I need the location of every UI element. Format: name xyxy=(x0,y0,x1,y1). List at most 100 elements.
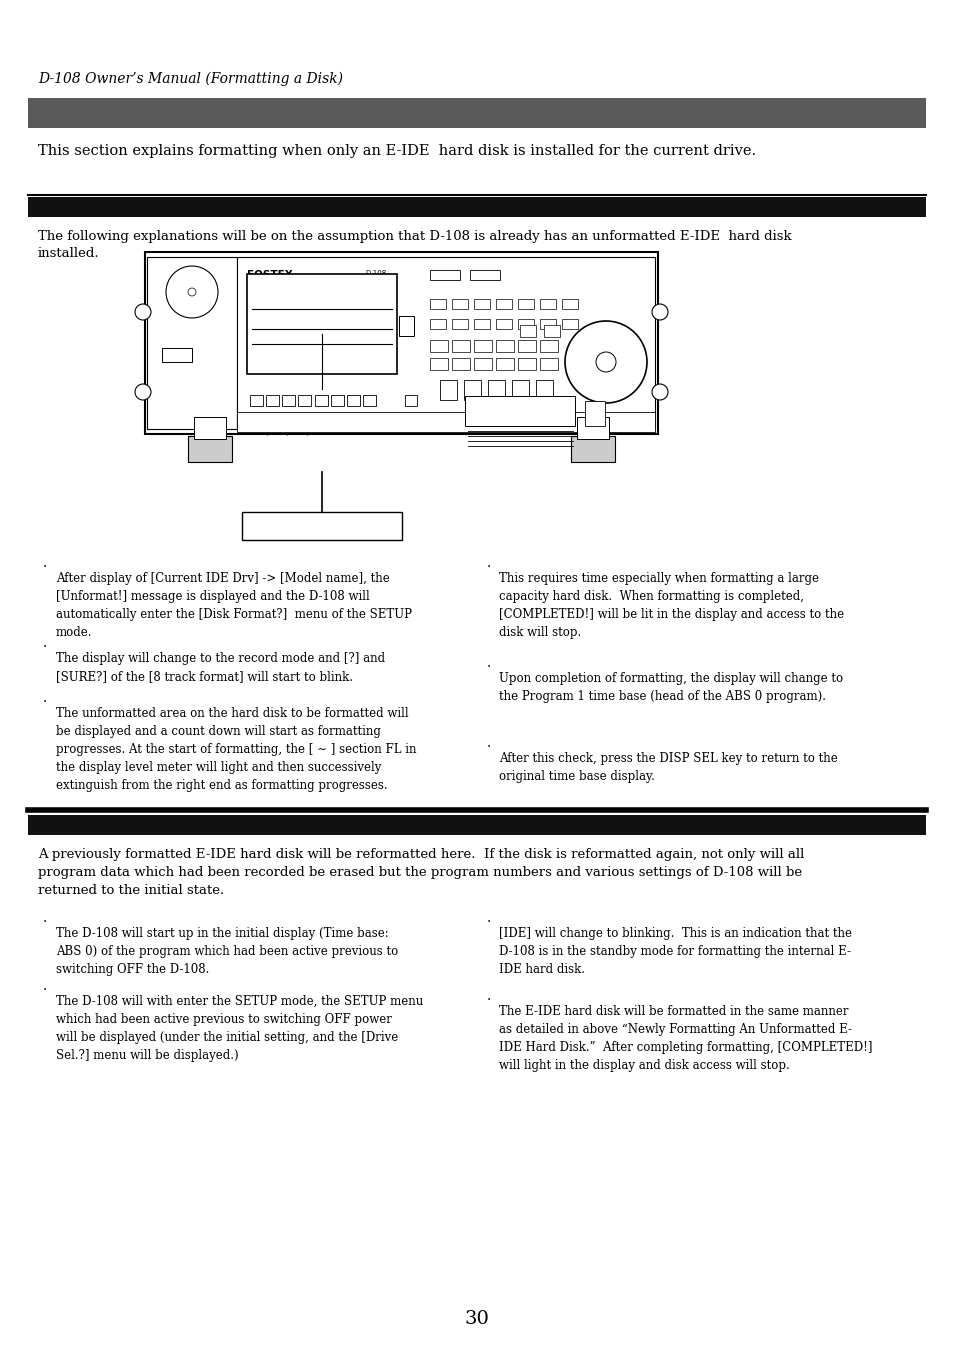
Text: ·: · xyxy=(486,561,491,574)
Bar xyxy=(297,394,311,407)
Text: installed.: installed. xyxy=(38,247,99,259)
Text: This requires time especially when formatting a large
capacity hard disk.  When : This requires time especially when forma… xyxy=(498,571,843,639)
Bar xyxy=(430,299,446,309)
Bar xyxy=(452,358,470,370)
Text: The following explanations will be on the assumption that D-108 is already has a: The following explanations will be on th… xyxy=(38,230,791,243)
Bar xyxy=(584,401,604,426)
Bar xyxy=(474,319,490,330)
Text: .: . xyxy=(285,430,287,438)
Bar xyxy=(145,253,658,434)
Ellipse shape xyxy=(135,384,151,400)
Bar xyxy=(474,358,492,370)
Text: ·: · xyxy=(486,661,491,674)
Ellipse shape xyxy=(596,353,616,372)
Ellipse shape xyxy=(651,384,667,400)
Bar xyxy=(266,394,278,407)
Bar xyxy=(331,394,344,407)
Ellipse shape xyxy=(135,304,151,320)
Text: .: . xyxy=(265,430,268,438)
Bar xyxy=(162,349,192,362)
Bar xyxy=(314,394,328,407)
Text: The unformatted area on the hard disk to be formatted will
be displayed and a co: The unformatted area on the hard disk to… xyxy=(56,707,416,792)
Text: ·: · xyxy=(43,984,48,997)
Text: The display will change to the record mode and [?] and
[SURE?] of the [8 track f: The display will change to the record mo… xyxy=(56,653,385,684)
Text: [IDE] will change to blinking.  This is an indication that the
D-108 is in the s: [IDE] will change to blinking. This is a… xyxy=(498,927,851,975)
Bar xyxy=(463,380,480,400)
Bar xyxy=(496,340,514,353)
Bar xyxy=(193,417,226,439)
Bar xyxy=(430,358,448,370)
Text: After display of [Current IDE Drv] -> [Model name], the
[Unformat!] message is d: After display of [Current IDE Drv] -> [M… xyxy=(56,571,412,639)
Bar xyxy=(430,319,446,330)
Ellipse shape xyxy=(166,266,218,317)
Text: After this check, press the DISP SEL key to return to the
original time base dis: After this check, press the DISP SEL key… xyxy=(498,753,837,784)
Bar xyxy=(147,257,236,430)
Bar xyxy=(512,380,529,400)
Bar xyxy=(496,299,512,309)
Bar xyxy=(439,380,456,400)
Text: ·: · xyxy=(43,561,48,574)
Bar xyxy=(571,436,615,462)
Bar xyxy=(28,99,925,128)
Bar xyxy=(561,299,578,309)
Text: 30: 30 xyxy=(464,1310,489,1328)
Text: .: . xyxy=(305,430,307,438)
Bar xyxy=(577,417,608,439)
Text: The E-IDE hard disk will be formatted in the same manner
as detailed in above “N: The E-IDE hard disk will be formatted in… xyxy=(498,1005,872,1071)
Text: FOSTEX: FOSTEX xyxy=(247,270,293,280)
Bar xyxy=(539,299,556,309)
Bar xyxy=(236,257,655,430)
Text: 2: 2 xyxy=(186,285,194,299)
Bar xyxy=(496,319,512,330)
Bar xyxy=(539,319,556,330)
Bar xyxy=(28,197,925,218)
Text: This section explains formatting when only an E-IDE  hard disk is installed for : This section explains formatting when on… xyxy=(38,145,756,158)
Bar xyxy=(536,380,553,400)
Text: D-108 Owner’s Manual (Formatting a Disk): D-108 Owner’s Manual (Formatting a Disk) xyxy=(38,72,343,86)
Text: Upon completion of formatting, the display will change to
the Program 1 time bas: Upon completion of formatting, the displ… xyxy=(498,671,842,703)
Bar xyxy=(398,316,414,336)
Bar xyxy=(474,299,490,309)
Text: ·: · xyxy=(486,993,491,1006)
Bar xyxy=(474,340,492,353)
Bar xyxy=(452,299,468,309)
Bar xyxy=(430,340,448,353)
Bar xyxy=(452,340,470,353)
Bar xyxy=(539,358,558,370)
Bar xyxy=(430,270,459,280)
Text: ·: · xyxy=(43,640,48,654)
Text: ·: · xyxy=(486,915,491,929)
Bar xyxy=(282,394,294,407)
Text: D-108: D-108 xyxy=(365,270,386,276)
Bar xyxy=(470,270,499,280)
Text: ·: · xyxy=(486,740,491,754)
Ellipse shape xyxy=(651,304,667,320)
Bar xyxy=(561,319,578,330)
Ellipse shape xyxy=(564,322,646,403)
Bar xyxy=(250,394,263,407)
Bar xyxy=(496,358,514,370)
Bar xyxy=(517,358,536,370)
Bar xyxy=(539,340,558,353)
Bar xyxy=(347,394,359,407)
Bar xyxy=(452,319,468,330)
Bar xyxy=(517,319,534,330)
Ellipse shape xyxy=(188,288,195,296)
Text: ·: · xyxy=(43,915,48,929)
Text: The D-108 will with enter the SETUP mode, the SETUP menu
which had been active p: The D-108 will with enter the SETUP mode… xyxy=(56,994,423,1062)
Bar xyxy=(488,380,504,400)
Text: The D-108 will start up in the initial display (Time base:
ABS 0) of the program: The D-108 will start up in the initial d… xyxy=(56,927,397,975)
Bar xyxy=(517,299,534,309)
Bar xyxy=(236,412,655,432)
Bar xyxy=(28,815,925,835)
Bar xyxy=(247,274,396,374)
Bar xyxy=(464,396,575,426)
Bar xyxy=(363,394,375,407)
Text: ·: · xyxy=(43,694,48,709)
Bar xyxy=(543,326,559,336)
Bar xyxy=(405,394,416,407)
Bar xyxy=(242,512,401,540)
Text: A previously formatted E-IDE hard disk will be reformatted here.  If the disk is: A previously formatted E-IDE hard disk w… xyxy=(38,848,803,897)
Bar xyxy=(519,326,536,336)
Bar xyxy=(188,436,232,462)
